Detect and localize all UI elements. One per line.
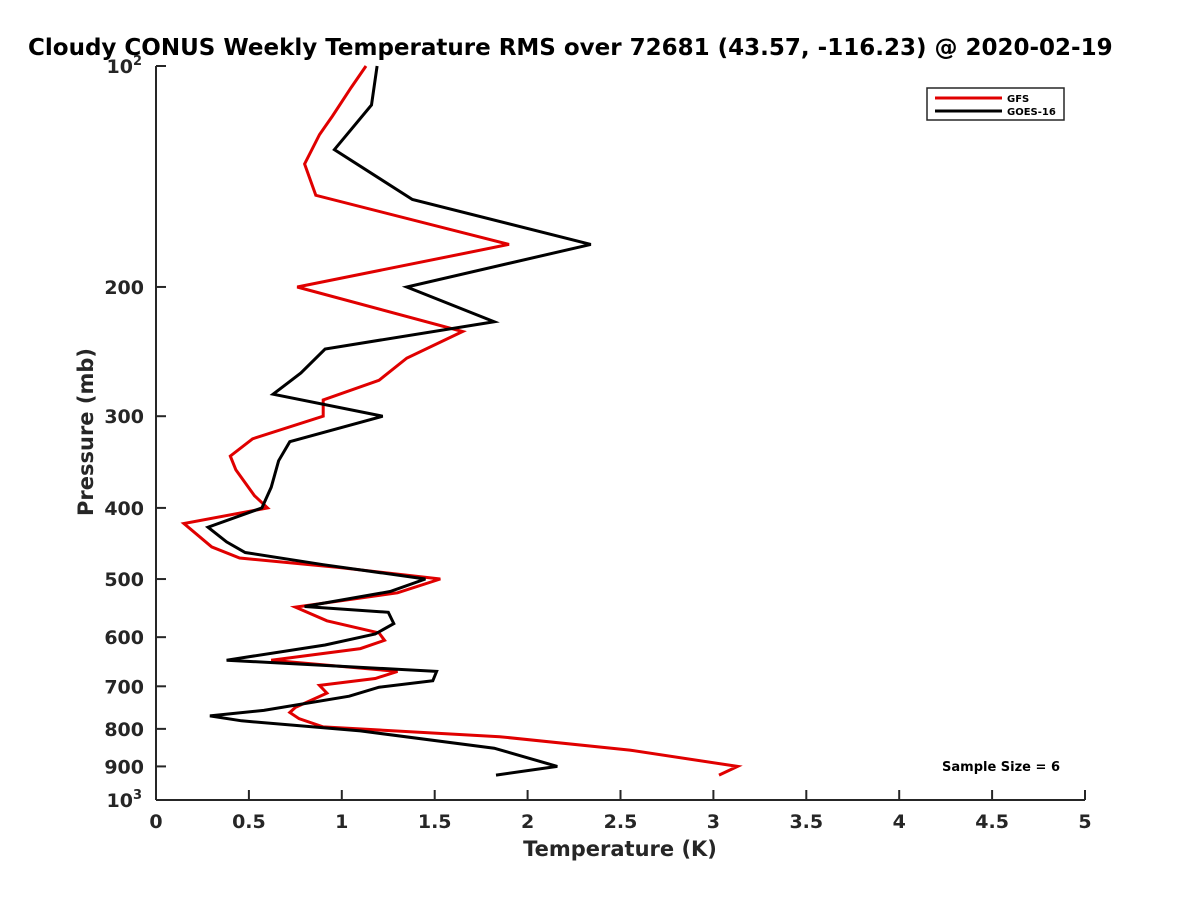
x-tick-label: 1 — [335, 811, 348, 833]
x-tick-label: 4 — [893, 811, 906, 833]
legend-box — [926, 87, 1065, 121]
y-tick-label: 900 — [104, 756, 144, 778]
x-tick-label: 0.5 — [232, 811, 266, 833]
x-tick-label: 3 — [707, 811, 720, 833]
x-tick-label: 2 — [521, 811, 534, 833]
y-tick-label: 103 — [107, 788, 143, 812]
x-axis-ticks: 0 0.5 1 1.5 2 2.5 3 3.5 4 4.5 5 — [149, 790, 1092, 833]
series-lines — [180, 65, 743, 777]
sample-size-annotation: Sample Size = 6 — [942, 760, 1060, 775]
y-axis-label: Pressure (mb) — [74, 348, 98, 516]
x-tick-label: 1.5 — [418, 811, 452, 833]
y-tick-label: 300 — [104, 406, 144, 428]
y-tick-label: 400 — [104, 498, 144, 520]
series-line-goes-16 — [204, 65, 592, 777]
y-tick-label: 500 — [104, 569, 144, 591]
y-tick-label: 200 — [104, 277, 144, 299]
chart-title: Cloudy CONUS Weekly Temperature RMS over… — [28, 35, 1113, 61]
plot-axes — [155, 66, 1085, 801]
y-tick-label: 102 — [107, 54, 143, 78]
x-tick-label: 4.5 — [975, 811, 1009, 833]
y-tick-label: 600 — [104, 627, 144, 649]
x-tick-label: 0 — [149, 811, 162, 833]
y-axis-ticks: 102 200 300 400 500 600 700 800 900 103 — [104, 54, 166, 812]
chart-annotations: Sample Size = 6 — [942, 760, 1060, 775]
x-tick-label: 5 — [1078, 811, 1091, 833]
y-tick-label: 800 — [104, 719, 144, 741]
legend-label: GOES-16 — [1007, 107, 1056, 118]
series-line-gfs — [180, 65, 743, 777]
x-tick-label: 2.5 — [604, 811, 638, 833]
y-tick-label: 700 — [104, 676, 144, 698]
x-tick-label: 3.5 — [789, 811, 823, 833]
legend-label: GFS — [1007, 94, 1029, 105]
chart-legend: GFS GOES-16 — [926, 87, 1065, 121]
x-axis-label: Temperature (K) — [523, 837, 717, 861]
